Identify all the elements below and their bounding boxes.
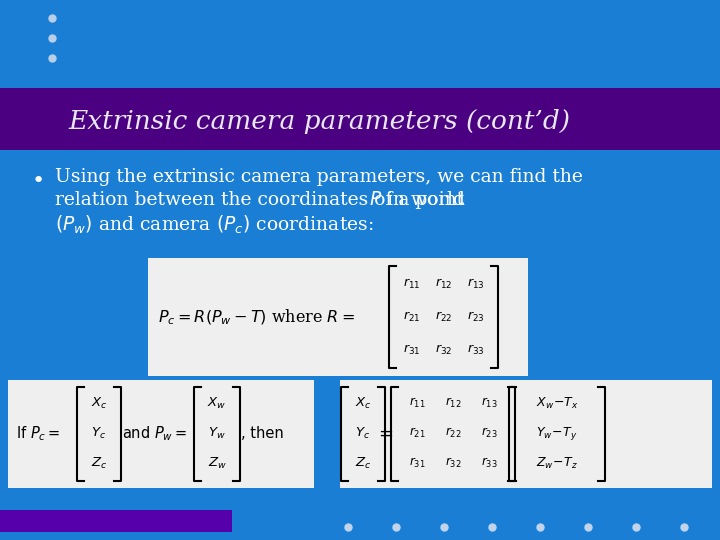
Text: $r_{12}$: $r_{12}$ bbox=[436, 278, 453, 292]
Text: $r_{31}$: $r_{31}$ bbox=[403, 342, 420, 357]
Text: $X_c$: $X_c$ bbox=[355, 395, 372, 410]
Text: , then: , then bbox=[241, 427, 284, 442]
Text: $Y_c$: $Y_c$ bbox=[356, 426, 371, 441]
Text: $r_{23}$: $r_{23}$ bbox=[481, 426, 498, 440]
Text: $Z_c$: $Z_c$ bbox=[91, 456, 107, 471]
Text: $Z_w\!-\!T_z$: $Z_w\!-\!T_z$ bbox=[536, 456, 578, 471]
Text: $r_{22}$: $r_{22}$ bbox=[436, 310, 453, 324]
Text: $r_{22}$: $r_{22}$ bbox=[445, 426, 462, 440]
Text: $r_{23}$: $r_{23}$ bbox=[467, 310, 485, 324]
Text: If $P_c = $: If $P_c = $ bbox=[16, 424, 60, 443]
Text: and $P_w = $: and $P_w = $ bbox=[122, 424, 187, 443]
Text: =: = bbox=[379, 425, 394, 443]
Text: $P$: $P$ bbox=[369, 191, 382, 209]
Text: $(P_w)$ and camera $(P_c)$ coordinates:: $(P_w)$ and camera $(P_c)$ coordinates: bbox=[55, 214, 374, 237]
Bar bbox=[148, 258, 528, 376]
Text: $r_{31}$: $r_{31}$ bbox=[409, 456, 426, 470]
Text: $r_{13}$: $r_{13}$ bbox=[481, 396, 498, 410]
Text: $r_{12}$: $r_{12}$ bbox=[445, 396, 462, 410]
Text: Extrinsic camera parameters (cont’d): Extrinsic camera parameters (cont’d) bbox=[68, 109, 570, 133]
Text: $X_w$: $X_w$ bbox=[207, 395, 227, 410]
Bar bbox=[340, 380, 712, 488]
Text: $Y_w\!-\!T_y$: $Y_w\!-\!T_y$ bbox=[536, 424, 577, 442]
Text: $r_{33}$: $r_{33}$ bbox=[467, 342, 485, 357]
Text: $r_{33}$: $r_{33}$ bbox=[481, 456, 498, 470]
Text: •: • bbox=[32, 171, 45, 191]
Text: $r_{21}$: $r_{21}$ bbox=[403, 310, 420, 324]
Text: $r_{32}$: $r_{32}$ bbox=[436, 342, 453, 357]
Text: $r_{21}$: $r_{21}$ bbox=[409, 426, 426, 440]
Text: $P_c = R(P_w - T)$ where $R = $: $P_c = R(P_w - T)$ where $R = $ bbox=[158, 307, 355, 327]
Text: $X_w\!-\!T_x$: $X_w\!-\!T_x$ bbox=[536, 395, 578, 410]
Text: $X_c$: $X_c$ bbox=[91, 395, 107, 410]
Text: relation between the coordinates of a point: relation between the coordinates of a po… bbox=[55, 191, 470, 209]
Bar bbox=[0, 510, 232, 532]
Text: in world: in world bbox=[381, 191, 465, 209]
Text: $Y_c$: $Y_c$ bbox=[91, 426, 107, 441]
Text: $r_{11}$: $r_{11}$ bbox=[403, 278, 420, 292]
Text: $r_{11}$: $r_{11}$ bbox=[409, 396, 426, 410]
Bar bbox=[0, 88, 720, 150]
Bar bbox=[8, 380, 314, 488]
Text: $Z_c$: $Z_c$ bbox=[355, 456, 372, 471]
Text: $r_{13}$: $r_{13}$ bbox=[467, 278, 485, 292]
Text: $r_{32}$: $r_{32}$ bbox=[445, 456, 462, 470]
Text: $Y_w$: $Y_w$ bbox=[208, 426, 226, 441]
Text: Using the extrinsic camera parameters, we can find the: Using the extrinsic camera parameters, w… bbox=[55, 168, 583, 186]
Text: $Z_w$: $Z_w$ bbox=[207, 456, 227, 471]
